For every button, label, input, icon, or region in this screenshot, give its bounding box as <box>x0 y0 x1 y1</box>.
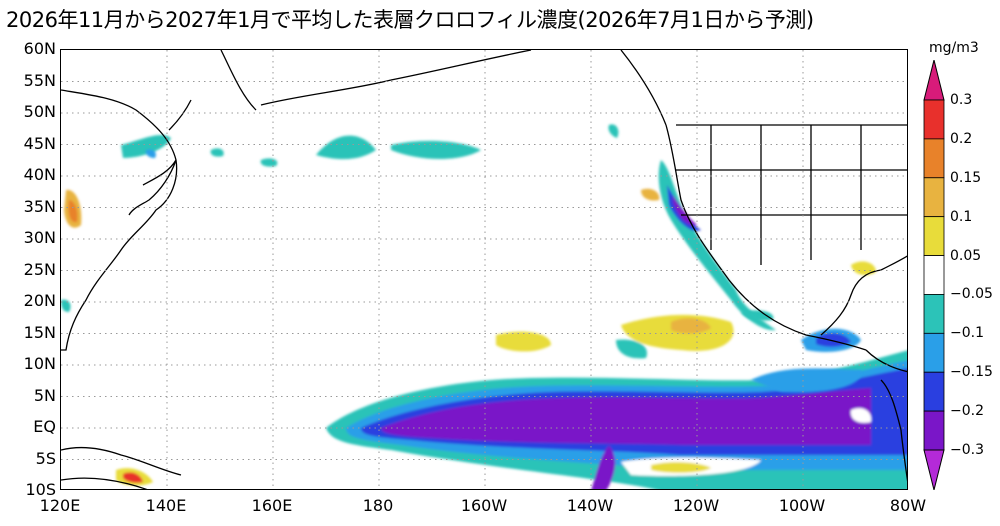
colorbar-label: 0.3 <box>950 92 973 108</box>
colorbar-label: 0.1 <box>950 208 973 225</box>
colorbar-label: −0.05 <box>950 286 993 303</box>
colorbar-unit: mg/m3 <box>929 40 979 56</box>
colorbar-label: −0.15 <box>950 364 993 381</box>
colorbar-label: 0.15 <box>950 169 982 186</box>
colorbar-top-arrow <box>923 60 945 101</box>
equatorial-anomaly <box>326 350 907 489</box>
latitude-label: 15N <box>23 322 56 342</box>
latitude-label: 10N <box>23 354 56 373</box>
colorbar-segment <box>923 371 945 412</box>
latitude-label: 20N <box>23 291 56 310</box>
colorbar-bottom-arrow <box>923 449 945 490</box>
latitude-label: 35N <box>23 196 56 216</box>
longitude-label: 120E <box>39 496 81 515</box>
colorbar-segment <box>923 177 945 218</box>
colorbar-label: −0.2 <box>950 403 984 420</box>
latitude-label: 50N <box>23 102 56 121</box>
latitude-label: EQ <box>33 417 56 436</box>
map-frame <box>60 49 908 490</box>
coastlines <box>61 50 907 489</box>
longitude-label: 160E <box>251 496 293 515</box>
longitude-label: 120W <box>672 496 720 515</box>
latitude-label: 45N <box>23 133 56 153</box>
latitude-label: 30N <box>23 228 56 247</box>
colorbar-segment <box>923 410 945 451</box>
longitude-label: 160W <box>460 496 508 515</box>
latitude-label: 55N <box>23 70 56 90</box>
latitude-label: 40N <box>23 165 56 184</box>
colorbar-label: 0.2 <box>950 130 973 147</box>
colorbar-label: −0.3 <box>950 442 984 458</box>
graticule <box>61 50 907 489</box>
colorbar-segment <box>923 255 945 295</box>
colorbar <box>923 60 945 490</box>
colorbar-label: 0.05 <box>950 247 982 264</box>
latitude-label: 60N <box>23 39 56 58</box>
map-title: 2026年11月から2027年1月で平均した表層クロロフィル濃度(2026年7月… <box>6 8 814 32</box>
latitude-label: 5S <box>35 448 56 468</box>
longitude-label: 180 <box>362 496 394 515</box>
colorbar-segment <box>923 138 945 179</box>
colorbar-segment <box>923 332 945 373</box>
california-current-anomaly <box>608 124 776 331</box>
longitude-label: 80W <box>889 496 927 515</box>
eastern-tropical-anomaly <box>496 261 876 393</box>
colorbar-segment <box>923 216 945 256</box>
colorbar-segment <box>923 99 945 140</box>
coral-sea-anomaly <box>116 468 153 486</box>
colorbar-label: −0.1 <box>950 325 984 342</box>
latitude-label: 10S <box>25 480 56 499</box>
latitude-label: 25N <box>23 259 56 279</box>
longitude-label: 100W <box>778 496 826 515</box>
colorbar-segment <box>923 294 945 334</box>
north-pacific-anomaly <box>61 135 481 312</box>
map-canvas <box>61 50 907 489</box>
latitude-label: 5N <box>33 385 56 405</box>
longitude-label: 140E <box>145 496 187 515</box>
longitude-label: 140W <box>566 496 614 515</box>
